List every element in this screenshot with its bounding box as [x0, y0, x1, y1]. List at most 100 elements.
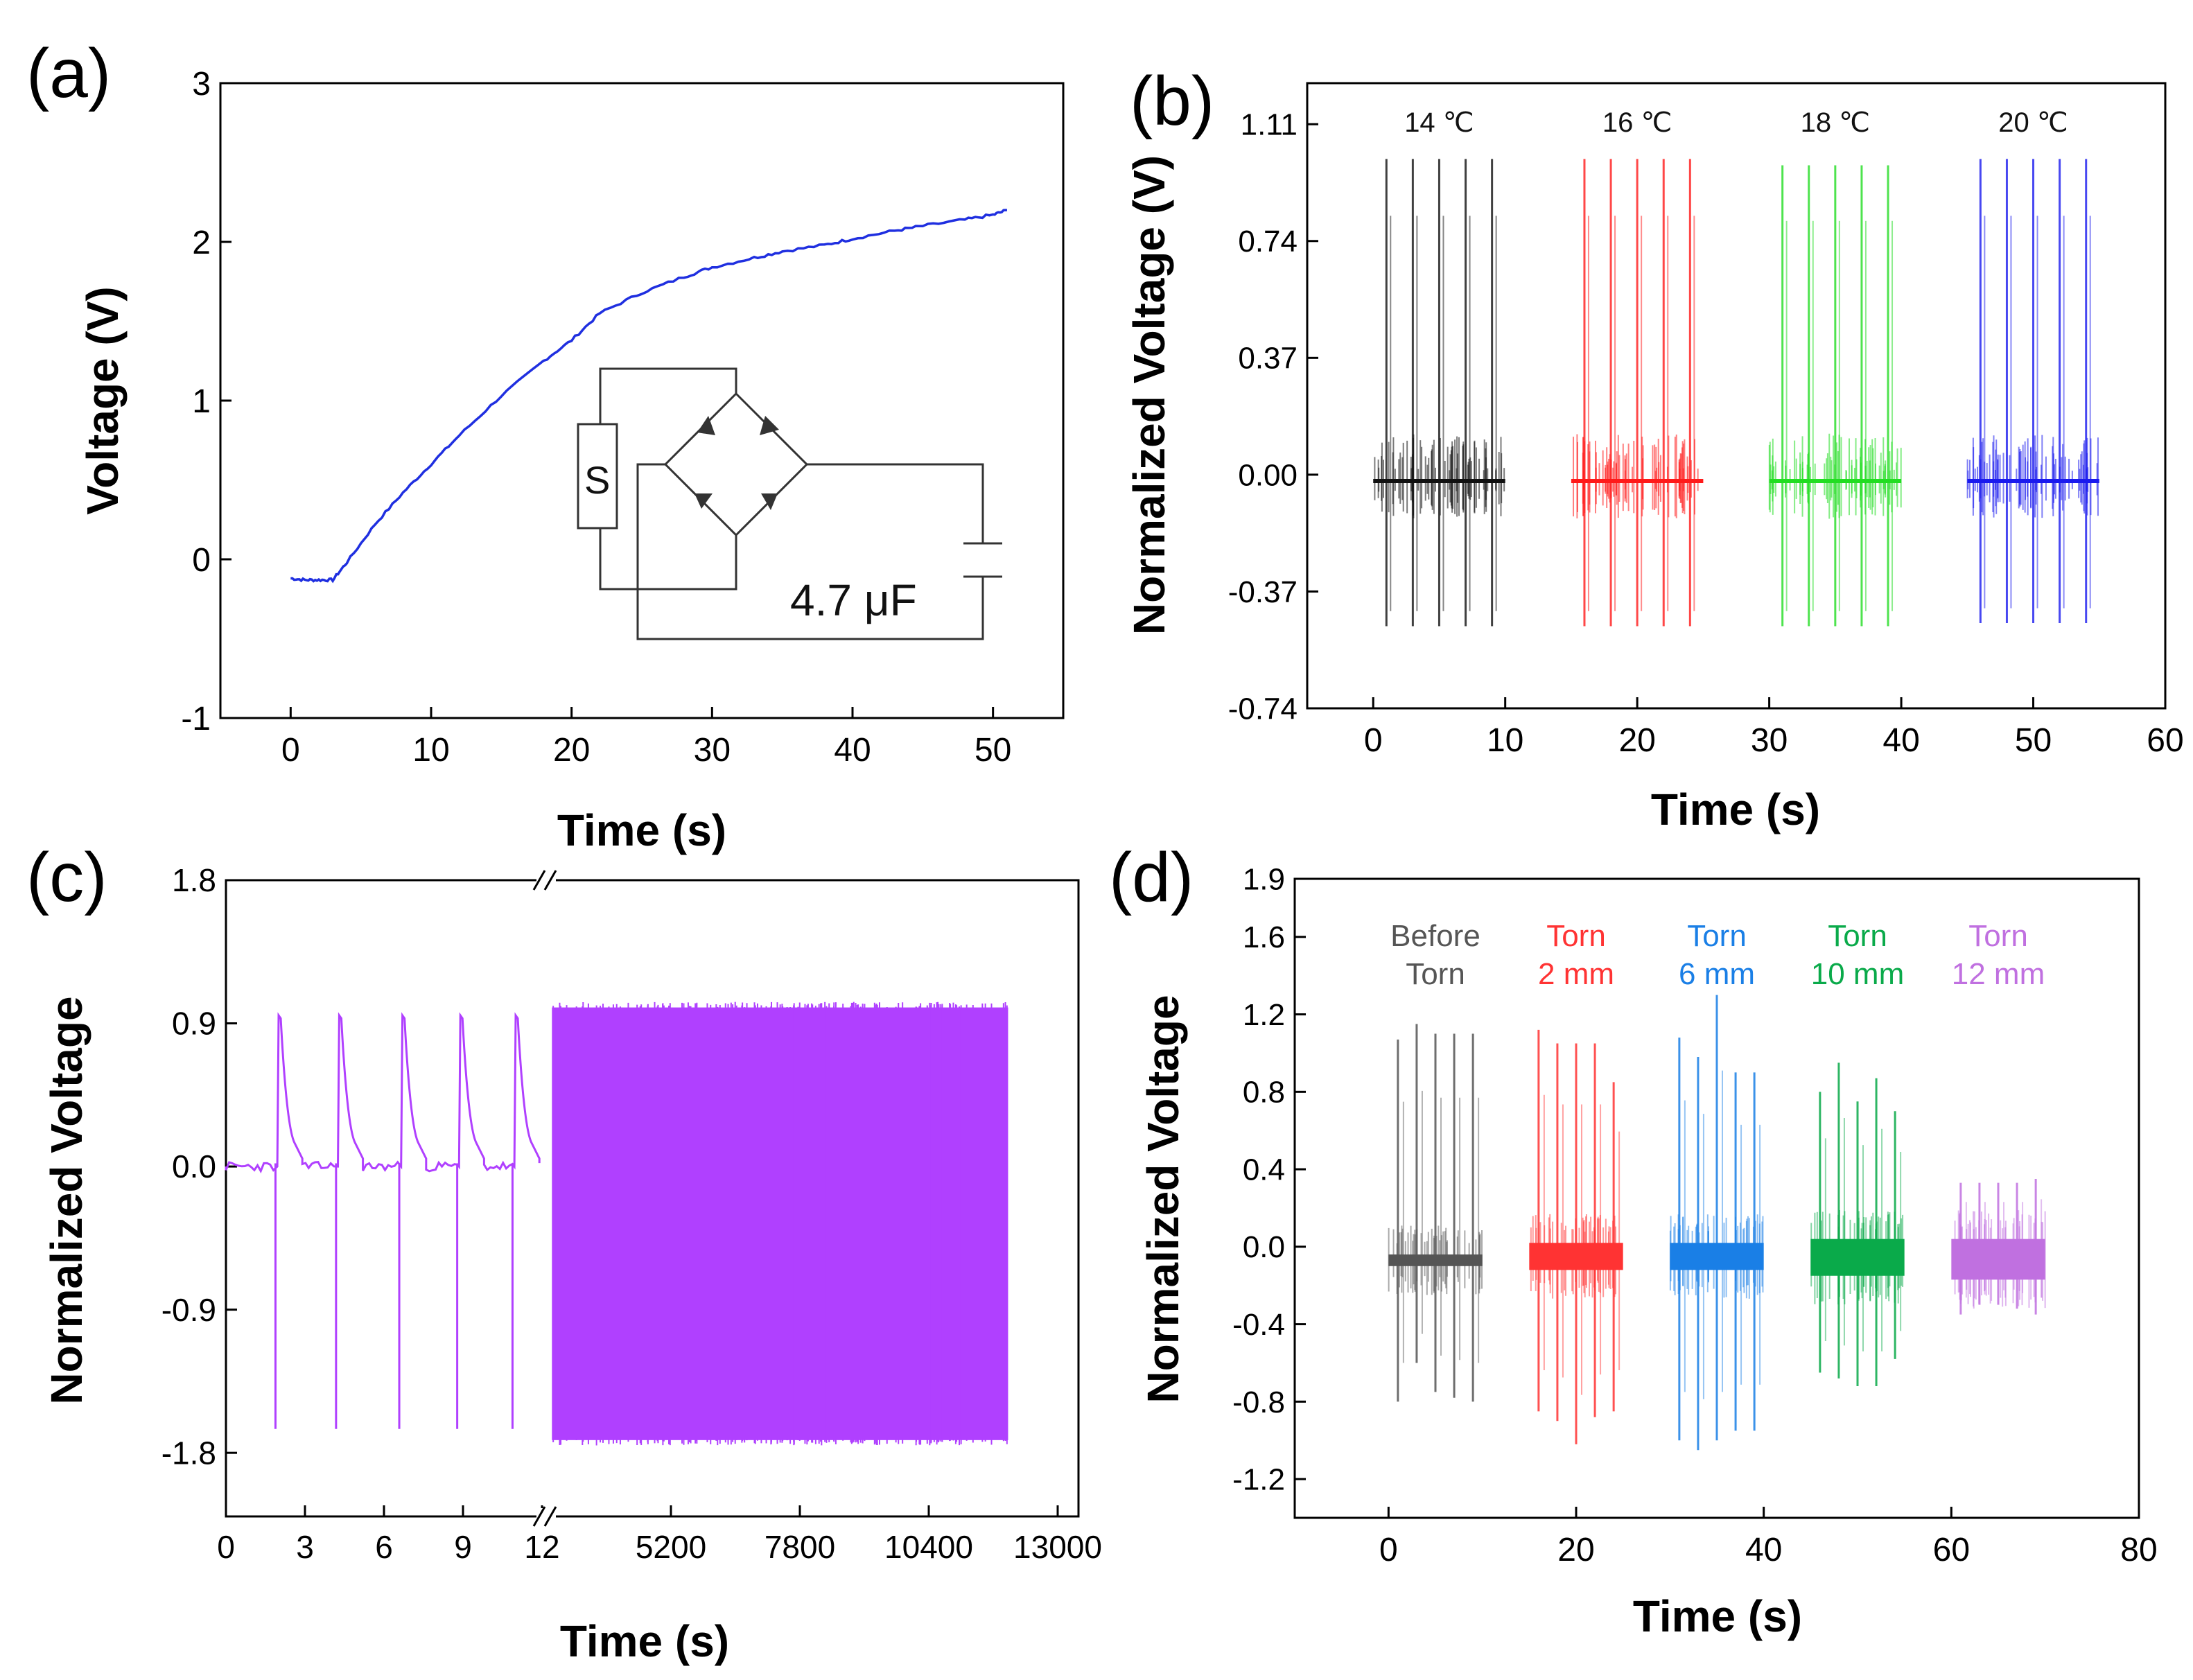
panel-b-group-label: 20 ℃	[1998, 107, 2068, 138]
panel-b-chart: 0 10 20 30 40 50 601.110.740.370.00-0.37-0.74 …	[1124, 82, 2184, 834]
panel-d-xlabel: Time (s)	[1633, 1591, 1802, 1641]
panel-c-seg1-xtick-label: 3	[296, 1529, 314, 1565]
panel-d-band	[1951, 1239, 2045, 1280]
panel-a-ticks: 0 10 20 30 40 50 -1 0 1 2 3	[181, 66, 1011, 769]
panel-c-ytick-label: 1.8	[172, 862, 216, 898]
panel-b-group-label: 18 ℃	[1801, 107, 1871, 138]
panel-b-ytick-label: 0.00	[1238, 458, 1298, 492]
panel-d-group-label-line1: Torn	[1968, 919, 2028, 953]
panel-d-band	[1810, 1239, 1905, 1276]
panel-d-series-2: Torn 2 mm	[1529, 919, 1623, 1444]
panel-b-ytick-label: 0.74	[1238, 225, 1298, 259]
panel-a-xtick-label: 30	[694, 732, 731, 769]
panel-c-axis-break-marks	[532, 870, 557, 1527]
panel-b-xtick-label: 0	[1364, 722, 1383, 759]
panel-c-ytick-label: -0.9	[161, 1292, 216, 1328]
panel-c-series	[225, 1001, 1008, 1446]
panel-a-xtick-label: 40	[834, 732, 871, 769]
panel-d-ytick-label: -0.8	[1232, 1385, 1285, 1419]
panel-d-frame	[1293, 877, 2140, 1519]
panel-c-chart: 0 3 6 9 12 5200 7800 10400 13000 1.8 0.9 0.0 -0.9 -1.…	[42, 862, 1102, 1666]
panel-b-ylabel: Normalized Voltage (V)	[1124, 155, 1174, 635]
panel-d-series-5: Torn 12 mm	[1951, 919, 2046, 1315]
panel-c-seg1-xtick-label: 6	[375, 1529, 393, 1565]
panel-a-inset-capacitor-label: 4.7 μF	[790, 575, 917, 625]
panel-c-ytick-label: -1.8	[161, 1435, 216, 1471]
panel-d-series: Before Torn Torn 2 mm Torn 6 mm Torn 10 mm Torn 1…	[1388, 919, 2046, 1451]
panel-c-frame	[225, 879, 1080, 1518]
panel-d-group-label-line1: Torn	[1828, 919, 1887, 953]
panel-b-xtick-label: 20	[1618, 722, 1655, 759]
panel-d-group-label-line2: 6 mm	[1679, 957, 1755, 991]
panel-c-ytick-label: 0.9	[172, 1006, 216, 1042]
panel-d-series-4: Torn 10 mm	[1810, 919, 1905, 1387]
panel-c-seg1-xtick-label: 12	[524, 1529, 559, 1565]
panel-d-ytick-label: 1.2	[1243, 998, 1285, 1032]
panel-a-chart: 0 10 20 30 40 50 -1 0 1 2 3 S 4.7 μF Time (s) Volt…	[78, 66, 1065, 855]
panel-label-d: (d)	[1109, 839, 1194, 916]
panel-a-ylabel: Voltage (V)	[78, 286, 128, 515]
panel-b-ytick-label: -0.37	[1228, 575, 1298, 609]
panel-c-seg2-xtick-label: 10400	[884, 1529, 973, 1565]
panel-a-ytick-label: 1	[192, 383, 211, 420]
panel-c-seg2-xtick-label: 5200	[636, 1529, 706, 1565]
panel-d-xtick-label: 80	[2120, 1532, 2157, 1568]
panel-d-band	[1529, 1243, 1623, 1270]
panel-b-ytick-label: -0.74	[1228, 692, 1298, 726]
panel-b-xtick-label: 30	[1751, 722, 1788, 759]
panel-d-xtick-label: 0	[1379, 1532, 1398, 1568]
panel-d-group-label-line1: Torn	[1546, 919, 1606, 953]
panel-b-xtick-label: 60	[2147, 722, 2183, 759]
panel-d-group-label-line2: 10 mm	[1811, 957, 1904, 991]
panel-a-ytick-label: 2	[192, 225, 211, 261]
panel-a-ytick-label: 3	[192, 66, 211, 103]
panel-d-ytick-label: 0.0	[1243, 1230, 1285, 1264]
panel-b-series: 14 ℃ 16 ℃ 18 ℃ 20 ℃	[1373, 107, 2099, 627]
panel-b-ytick-label: 1.11	[1241, 108, 1298, 142]
panel-a-series-line	[290, 209, 1007, 584]
panel-d-ticks: 0 20 40 60 80 1.9 1.6 1.2 0.8 0.4 0.0 -0.4 -0.8 -1.2	[1232, 862, 2158, 1568]
panel-c-seg1-xtick-label: 9	[454, 1529, 472, 1565]
panel-a-circuit-inset	[577, 367, 1002, 640]
panel-label-b: (b)	[1130, 62, 1214, 140]
panel-b-xtick-label: 10	[1487, 722, 1523, 759]
panel-b-xlabel: Time (s)	[1651, 785, 1820, 834]
panel-d-band	[1388, 1254, 1483, 1266]
panel-b-ytick-label: 0.37	[1238, 342, 1298, 376]
panel-c-ytick-label: 0.0	[172, 1148, 216, 1184]
panel-d-xtick-label: 40	[1745, 1532, 1782, 1568]
panel-a-ytick-label: -1	[181, 701, 211, 737]
panel-b-ticks: 0 10 20 30 40 50 60 1.11 0.74 0.37 0.00 -0.37 -0.74	[1228, 108, 2184, 759]
panel-d-xtick-label: 20	[1557, 1532, 1594, 1568]
panel-d-group-label-line2: Torn	[1406, 957, 1465, 991]
panel-c-ylabel: Normalized Voltage	[42, 996, 91, 1404]
panel-c-ticks: 0 3 6 9 12 5200 7800 10400 13000 1.8 0.9 0.0 -0.9 -1.…	[161, 862, 1102, 1565]
panel-d-group-label-line1: Torn	[1687, 919, 1747, 953]
panel-a-xtick-label: 10	[412, 732, 449, 769]
panel-d-series-3: Torn 6 mm	[1669, 919, 1764, 1451]
panel-d-series-1: Before Torn	[1388, 919, 1483, 1402]
panel-c-seg1-xtick-label: 0	[217, 1529, 235, 1565]
panel-a-xtick-label: 0	[281, 732, 300, 769]
panel-b-group-label: 14 ℃	[1404, 107, 1474, 138]
panel-b-series-1: 14 ℃	[1373, 107, 1505, 627]
panel-d-group-label-line2: 12 mm	[1952, 957, 2045, 991]
panel-label-a: (a)	[26, 35, 111, 112]
panel-d-ytick-label: 0.4	[1243, 1153, 1285, 1187]
panel-d-ytick-label: 1.6	[1243, 920, 1285, 954]
panel-d-ylabel: Normalized Voltage	[1138, 995, 1188, 1403]
panel-b-xtick-label: 40	[1882, 722, 1919, 759]
panel-a-xtick-label: 20	[553, 732, 590, 769]
panel-label-c: (c)	[26, 839, 107, 916]
panel-b-xtick-label: 50	[2015, 722, 2052, 759]
panel-d-group-label-line2: 2 mm	[1538, 957, 1614, 991]
panel-c-seg2-xtick-label: 7800	[765, 1529, 835, 1565]
panel-c-seg2-xtick-label: 13000	[1013, 1529, 1102, 1565]
panel-d-group-label-line1: Before	[1390, 919, 1480, 953]
panel-c-xlabel: Time (s)	[560, 1616, 729, 1666]
panel-b-group-label: 16 ℃	[1602, 107, 1672, 138]
panel-a-xlabel: Time (s)	[557, 805, 726, 855]
panel-b-frame	[1306, 82, 2167, 710]
panel-d-chart: 0 20 40 60 801.91.61.20.80.40.0-0.4-0.8-1.2 …	[1138, 862, 2158, 1641]
